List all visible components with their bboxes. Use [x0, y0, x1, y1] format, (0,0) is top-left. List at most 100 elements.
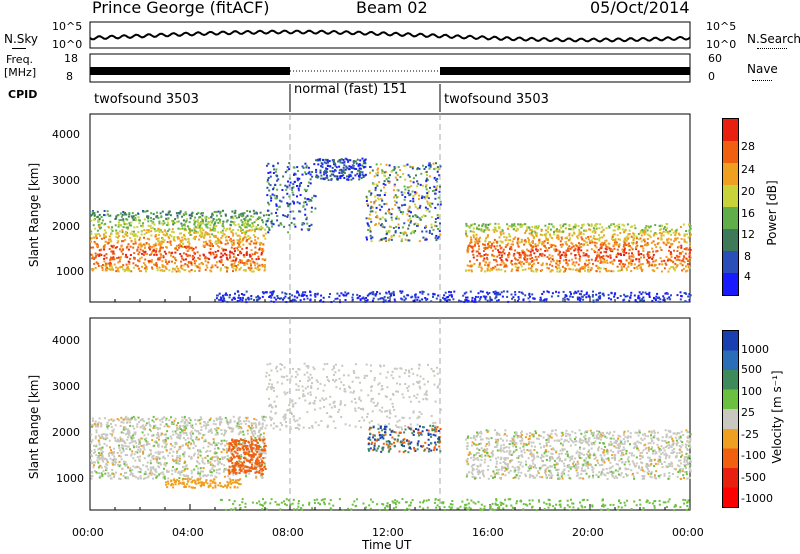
echo-cell: [434, 167, 437, 170]
echo-cell: [111, 453, 114, 456]
echo-cell: [126, 418, 128, 421]
echo-cell: [550, 295, 553, 298]
echo-cell: [565, 241, 568, 243]
echo-cell: [94, 266, 97, 269]
echo-cell: [326, 171, 329, 174]
echo-cell: [292, 217, 295, 220]
echo-cell: [236, 300, 239, 302]
echo-cell: [599, 261, 602, 264]
echo-cell: [606, 259, 608, 262]
echo-cell: [347, 178, 350, 181]
echo-cell: [483, 257, 486, 260]
echo-cell: [309, 173, 312, 176]
echo-cell: [685, 265, 687, 268]
echo-cell: [91, 455, 94, 458]
echo-cell: [179, 428, 182, 431]
echo-cell: [286, 192, 289, 195]
echo-cell: [578, 253, 581, 256]
echo-cell: [302, 291, 304, 294]
echo-cell: [572, 268, 575, 271]
echo-cell: [182, 219, 185, 222]
echo-cell: [385, 170, 388, 173]
echo-cell: [245, 254, 248, 256]
echo-cell: [579, 300, 582, 303]
echo-cell: [518, 291, 521, 293]
echo-cell: [482, 250, 485, 252]
echo-cell: [555, 249, 558, 252]
echo-cell: [545, 299, 548, 302]
echo-cell: [235, 425, 238, 428]
echo-cell: [616, 234, 619, 237]
echo-cell: [500, 251, 503, 254]
echo-cell: [241, 261, 244, 264]
echo-cell: [103, 233, 105, 236]
echo-cell: [387, 300, 390, 303]
echo-cell: [218, 239, 221, 242]
echo-cell: [383, 295, 386, 298]
echo-cell: [160, 240, 163, 243]
echo-cell: [591, 294, 594, 296]
echo-cell: [500, 256, 503, 258]
echo-cell: [314, 207, 317, 210]
echo-cell: [251, 461, 254, 464]
echo-cell: [544, 224, 547, 227]
echo-cell: [264, 228, 267, 231]
echo-cell: [224, 416, 227, 419]
echo-cell: [199, 454, 202, 457]
echo-cell: [558, 250, 561, 253]
echo-cell: [414, 214, 417, 217]
echo-cell: [412, 299, 415, 302]
echo-cell: [195, 430, 198, 433]
echo-cell: [94, 242, 97, 245]
echo-cell: [579, 232, 582, 235]
echo-cell: [333, 300, 335, 303]
echo-cell: [487, 264, 490, 267]
echo-cell: [254, 264, 256, 267]
echo-cell: [593, 249, 596, 252]
echo-cell: [199, 212, 202, 215]
echo-cell: [120, 446, 123, 449]
echo-cell: [226, 227, 229, 230]
echo-cell: [139, 244, 142, 247]
echo-cell: [212, 251, 214, 254]
echo-cell: [494, 265, 497, 268]
echo-cell: [367, 293, 370, 296]
echo-cell: [122, 421, 125, 424]
echo-cell: [412, 200, 415, 203]
echo-cell: [554, 249, 557, 252]
echo-cell: [637, 264, 640, 267]
echo-cell: [584, 269, 586, 272]
echo-cell: [235, 216, 238, 219]
echo-cell: [603, 258, 606, 261]
echo-cell: [198, 238, 201, 241]
echo-cell: [195, 465, 198, 468]
echo-cell: [265, 214, 268, 216]
echo-cell: [313, 294, 316, 297]
echo-cell: [248, 420, 251, 423]
echo-cell: [202, 220, 205, 223]
echo-cell: [117, 256, 120, 259]
echo-cell: [590, 258, 593, 261]
echo-cell: [687, 260, 689, 262]
echo-cell: [486, 258, 489, 261]
echo-cell: [154, 426, 157, 429]
echo-cell: [96, 215, 99, 218]
echo-cell: [119, 436, 122, 439]
echo-cell: [613, 241, 616, 244]
echo-cell: [681, 250, 684, 253]
echo-cell: [384, 191, 387, 194]
echo-cell: [214, 241, 217, 244]
echo-cell: [487, 234, 489, 237]
echo-cell: [560, 226, 563, 229]
echo-cell: [601, 226, 604, 229]
echo-cell: [184, 227, 187, 230]
echo-cell: [209, 227, 212, 230]
echo-cell: [401, 298, 404, 301]
echo-cell: [566, 236, 568, 239]
echo-cell: [587, 222, 590, 225]
echo-cell: [225, 419, 228, 421]
echo-cell: [202, 446, 205, 449]
echo-cell: [564, 269, 567, 272]
echo-cell: [633, 267, 636, 270]
echo-cell: [180, 445, 183, 448]
